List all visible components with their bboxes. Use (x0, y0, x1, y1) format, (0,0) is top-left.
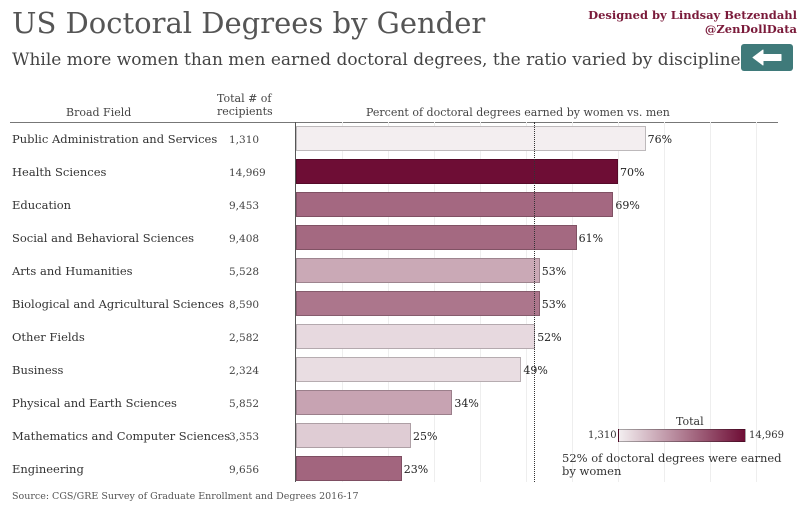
table-row: Engineering 9,656 23% (0, 453, 809, 486)
gridline-90 (710, 122, 711, 482)
bar-value-label: 61% (578, 232, 604, 245)
row-total-value: 9,408 (229, 233, 260, 245)
bar[interactable] (296, 324, 536, 349)
page-title: US Doctoral Degrees by Gender (12, 6, 486, 40)
bar-value-label: 53% (541, 265, 567, 278)
table-row: Business 2,324 49% (0, 354, 809, 387)
legend-title: Total (676, 415, 704, 428)
credit-name: Designed by Lindsay Betzendahl (588, 8, 797, 22)
bar[interactable] (296, 390, 453, 415)
gridline-60 (572, 122, 573, 482)
row-field-label: Physical and Earth Sciences (12, 396, 177, 410)
table-row: Physical and Earth Sciences 5,852 34% (0, 387, 809, 420)
row-field-label: Education (12, 198, 72, 212)
reference-note: 52% of doctoral degrees were earned by w… (562, 451, 782, 478)
row-total-value: 1,310 (229, 134, 260, 146)
table-row: Other Fields 2,582 52% (0, 321, 809, 354)
bar-value-label: 25% (413, 430, 438, 443)
bar-value-label: 52% (537, 331, 562, 344)
bar-value-label: 76% (647, 133, 673, 146)
row-total-value: 8,590 (229, 299, 260, 311)
bar[interactable] (296, 456, 402, 481)
table-row: Social and Behavioral Sciences 9,408 61% (0, 222, 809, 255)
row-field-label: Arts and Humanities (12, 264, 133, 278)
column-header-total-line1: Total # of (217, 92, 272, 105)
bar-value-label: 53% (541, 298, 567, 311)
arrow-left-icon (752, 49, 782, 66)
column-header-total: Total # of recipients (217, 92, 273, 118)
row-total-value: 14,969 (229, 167, 266, 179)
table-row: Biological and Agricultural Sciences 8,59… (0, 288, 809, 321)
table-row: Health Sciences 14,969 70% (0, 156, 809, 189)
bar-value-label: 49% (523, 364, 548, 377)
row-total-value: 5,852 (229, 398, 260, 410)
row-total-value: 2,582 (229, 332, 260, 344)
bar[interactable] (296, 357, 522, 382)
bar-value-label: 34% (454, 397, 479, 410)
table-row: Education 9,453 69% (0, 189, 809, 222)
bar[interactable] (296, 423, 411, 448)
legend-max-label: 14,969 (749, 430, 784, 441)
row-total-value: 2,324 (229, 365, 260, 377)
gridline-70 (618, 122, 619, 482)
row-field-label: Health Sciences (12, 165, 107, 179)
bar[interactable] (296, 225, 577, 250)
bar[interactable] (296, 159, 618, 184)
row-field-label: Business (12, 363, 64, 377)
row-field-label: Public Administration and Services (12, 132, 218, 146)
legend-min-label: 1,310 (588, 430, 617, 441)
chart-axis-line (295, 122, 296, 482)
row-total-value: 5,528 (229, 266, 260, 278)
row-field-label: Biological and Agricultural Sciences (12, 297, 225, 311)
row-field-label: Mathematics and Computer Sciences (12, 429, 231, 443)
row-field-label: Other Fields (12, 330, 85, 344)
row-total-value: 3,353 (229, 431, 260, 443)
row-total-value: 9,656 (229, 464, 260, 476)
column-header-field: Broad Field (66, 106, 132, 119)
table-row: Public Administration and Services 1,310 7… (0, 123, 809, 156)
header-divider (10, 122, 778, 123)
bar[interactable] (296, 126, 646, 151)
bar[interactable] (296, 258, 540, 283)
bar-value-label: 23% (403, 463, 429, 476)
gridline-80 (664, 122, 665, 482)
credit-handle: @ZenDollData (704, 22, 797, 36)
column-header-percent: Percent of doctoral degrees earned by wo… (366, 106, 670, 119)
bar[interactable] (296, 291, 540, 316)
legend-color-ramp (618, 429, 746, 442)
bar-value-label: 69% (615, 199, 640, 212)
table-row: Mathematics and Computer Sciences 3,353 25… (0, 420, 809, 453)
column-header-total-line2: recipients (217, 105, 273, 118)
page-subtitle: While more women than men earned doctora… (12, 50, 746, 70)
table-row: Arts and Humanities 5,528 53% (0, 255, 809, 288)
row-field-label: Social and Behavioral Sciences (12, 231, 195, 245)
reference-line (534, 122, 536, 482)
designer-credit: Designed by Lindsay Betzendahl @ZenDollD… (588, 8, 797, 36)
row-field-label: Engineering (12, 462, 84, 476)
row-total-value: 9,453 (229, 200, 260, 212)
bar[interactable] (296, 192, 614, 217)
source-note: Source: CGS/GRE Survey of Graduate Enrol… (12, 491, 359, 502)
back-button[interactable] (741, 44, 793, 71)
bar-value-label: 70% (620, 166, 645, 179)
gridline-100 (756, 122, 757, 482)
